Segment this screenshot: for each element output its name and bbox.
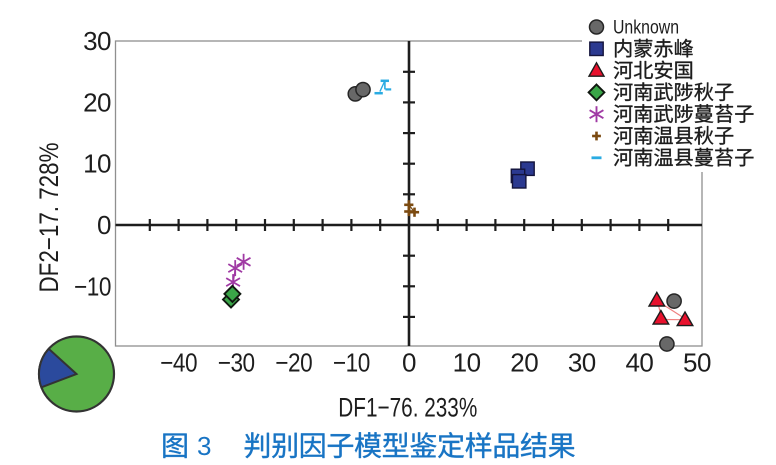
svg-text:50: 50: [683, 348, 711, 378]
svg-text:3: 3: [197, 431, 211, 461]
svg-text:10: 10: [453, 348, 481, 378]
svg-text:DF1−76. 233%: DF1−76. 233%: [338, 392, 477, 422]
svg-text:−10: −10: [333, 348, 370, 378]
svg-text:0: 0: [97, 210, 111, 240]
svg-text:30: 30: [83, 26, 111, 56]
svg-text:40: 40: [625, 348, 653, 378]
svg-text:−10: −10: [74, 271, 111, 301]
svg-text:Unknown: Unknown: [613, 18, 679, 39]
svg-text:20: 20: [83, 87, 111, 117]
svg-text:DF2−17. 728%: DF2−17. 728%: [34, 143, 64, 293]
svg-text:−30: −30: [218, 348, 255, 378]
svg-text:−20: −20: [275, 348, 312, 378]
svg-text:0: 0: [402, 348, 416, 378]
svg-text:20: 20: [510, 348, 538, 378]
svg-text:30: 30: [568, 348, 596, 378]
svg-text:−40: −40: [160, 348, 197, 378]
svg-text:10: 10: [83, 149, 111, 179]
